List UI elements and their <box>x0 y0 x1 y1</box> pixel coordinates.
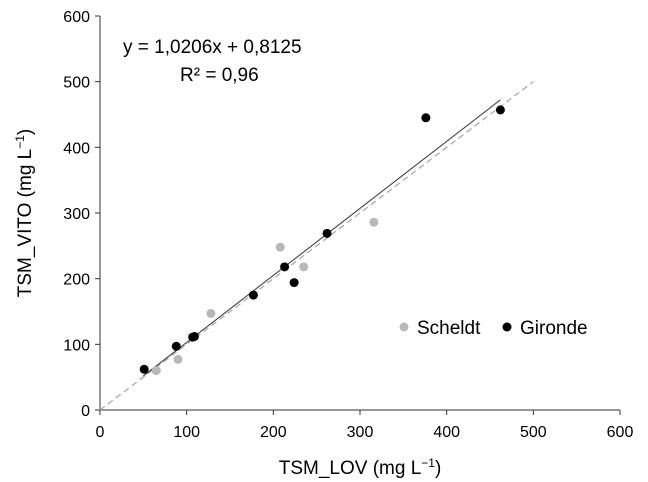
y-tick-label: 300 <box>63 206 90 223</box>
data-point-scheldt <box>173 354 183 364</box>
data-point-scheldt <box>275 242 285 252</box>
y-axis-title: TSM_VITO (mg L−1) <box>13 129 36 298</box>
y-tick-label: 600 <box>63 9 90 26</box>
identity-line <box>99 81 534 411</box>
r-squared-label: R² = 0,96 <box>180 65 259 86</box>
data-points <box>139 105 505 376</box>
legend-label-scheldt: Scheldt <box>417 318 481 339</box>
data-point-scheldt <box>151 366 161 376</box>
y-tick-label: 500 <box>63 75 90 92</box>
x-tick-label: 100 <box>173 424 200 441</box>
axis-ticks: 0 100 200 300 400 500 600 0 100 200 300 400 500 600 <box>63 9 633 441</box>
data-point-gironde <box>495 105 505 115</box>
trend-lines <box>99 81 534 411</box>
y-tick-label: 400 <box>63 140 90 157</box>
data-point-gironde <box>139 364 149 374</box>
legend: Scheldt Gironde <box>399 318 588 339</box>
x-axis-title: TSM_LOV (mg L−1) <box>279 456 442 479</box>
x-tick-label: 500 <box>520 424 547 441</box>
legend-marker-gironde <box>502 322 512 332</box>
data-point-scheldt <box>206 308 216 318</box>
x-tick-label: 400 <box>433 424 460 441</box>
data-point-gironde <box>421 113 431 123</box>
x-tick-label: 600 <box>607 424 634 441</box>
data-point-gironde <box>280 262 290 272</box>
regression-line <box>143 99 501 377</box>
x-tick-label: 200 <box>260 424 287 441</box>
y-tick-label: 0 <box>81 403 90 420</box>
x-tick-label: 300 <box>347 424 374 441</box>
legend-marker-scheldt <box>399 322 409 332</box>
data-point-gironde <box>322 228 332 238</box>
y-tick-label: 200 <box>63 272 90 289</box>
legend-label-gironde: Gironde <box>520 318 588 339</box>
x-tick-label: 0 <box>96 424 105 441</box>
data-point-gironde <box>248 290 258 300</box>
data-point-scheldt <box>369 217 379 227</box>
equation-label: y = 1,0206x + 0,8125 <box>123 37 302 58</box>
data-point-scheldt <box>299 262 309 272</box>
data-point-gironde <box>189 331 199 341</box>
data-point-gironde <box>289 278 299 288</box>
y-tick-label: 100 <box>63 337 90 354</box>
data-point-gironde <box>171 341 181 351</box>
